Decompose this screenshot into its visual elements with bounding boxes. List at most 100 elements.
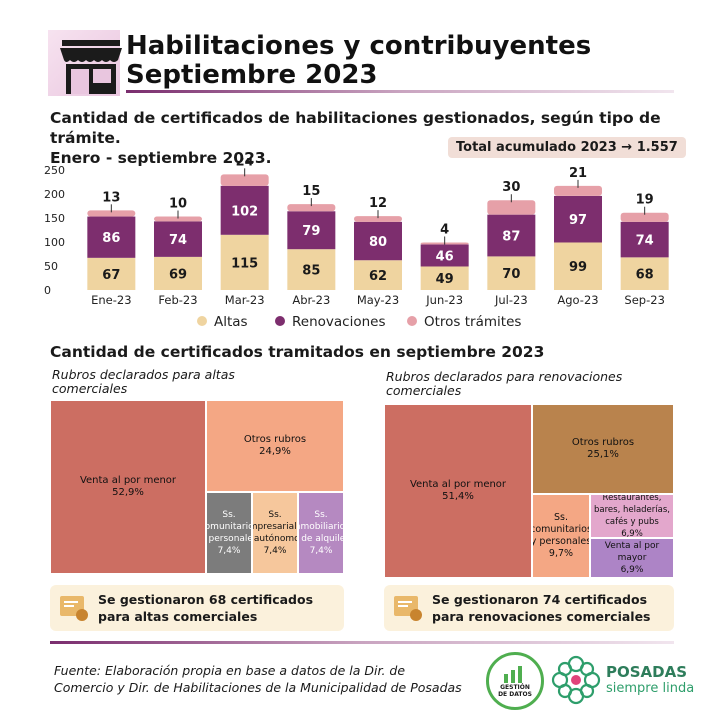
treemap-tile: Ss. empresariales y autónomos 7,4% [252,492,298,574]
treemap-percent: 51,4% [442,491,474,502]
note-altas: Se gestionaron 68 certificados para alta… [50,585,344,631]
bar-segment [420,244,469,267]
data-label: 4 [440,222,449,237]
data-label: 87 [502,230,520,245]
data-label: 46 [436,249,454,264]
data-label: 24 [236,158,254,169]
certificate-icon [60,596,88,621]
x-tick-label: Abr-23 [292,293,330,307]
treemap-percent: 9,7% [548,548,574,559]
bar-segment [620,221,669,258]
treemap-tile: Ss. Inmobiliarios y de alquiler 7,4% [298,492,344,574]
x-tick-label: Jun-23 [425,293,463,307]
bar-segment [487,200,536,215]
y-tick-label: 250 [44,164,65,177]
treemap-category: Ss. comunitarios y personales [206,510,251,544]
treemap-category: Restaurantes, bares, heladerías, cafés y… [594,494,670,527]
treemap-category: Venta al por menor [409,479,507,490]
treemap-category: Ss. Inmobiliarios y de alquiler [299,510,343,544]
x-tick-label: Feb-23 [158,293,197,307]
bar-segment [287,211,336,250]
bar-segment [354,260,402,290]
treemap-percent: 6,9% [621,529,643,538]
data-label: 49 [436,272,454,287]
treemap-tile: Venta al por menor 51,4% [384,404,532,578]
treemap-tile-label: Venta al por menor 52,9% [80,475,176,499]
chart-logo-icon [504,666,522,683]
treemap-tile-label: Restaurantes, bares, heladerías, cafés y… [591,494,673,538]
bar-segment [220,174,269,186]
bar-segment [487,214,536,257]
legend-swatch [197,316,207,326]
data-label: 85 [302,264,320,279]
treemap-category: Venta al por menor [79,475,177,486]
data-label: 115 [231,256,258,271]
treemap-tile: Venta al por menor 52,9% [50,400,206,574]
treemap-renovaciones: Venta al por menor 51,4% Otros rubros 25,1%… [384,404,674,578]
treemap-tile: Ss. comunitarios y personales 7,4% [206,492,252,574]
treemap-renov-subtitle: Rubros declarados para renovaciones come… [386,369,623,398]
bar-segment [154,216,202,222]
x-tick-label: Ene-23 [91,293,131,307]
data-label: 79 [302,224,320,239]
bar-segment [620,257,669,290]
bar-segment [420,266,469,290]
gestion-datos-logo: GESTIÓN DE DATOS [486,652,544,710]
treemap-tile-label: Venta al por menor 51,4% [410,479,506,503]
treemap-percent: 25,1% [587,449,619,460]
y-tick-label: 100 [44,236,65,249]
bar-segment [154,221,202,257]
treemap-tile-label: Otros rubros 24,9% [244,434,306,458]
treemap-category: Otros rubros [571,437,635,448]
y-tick-label: 0 [44,284,51,297]
page-title: Habilitaciones y contribuyentes Septiemb… [126,31,592,90]
bar-segment [87,257,136,290]
legend-label: Altas [214,314,248,330]
treemap-percent: 6,9% [620,565,644,575]
stacked-bar-chart: 0 50 100 150 200 250 67 86 13 Ene-23 69 74 10 Feb-23 1… [44,158,669,330]
data-label: 70 [502,267,520,282]
legend-swatch [407,316,417,326]
x-tick-label: Sep-23 [624,293,664,307]
legend-label: Otros trámites [424,314,521,330]
data-label: 30 [502,180,520,195]
treemap-section-title: Cantidad de certificados tramitados en s… [50,343,545,361]
data-label: 12 [369,196,387,211]
y-tick-label: 200 [44,188,65,201]
x-tick-label: Mar-23 [225,293,265,307]
data-label: 80 [369,235,387,250]
data-label: 69 [169,267,187,282]
footer-rule [50,641,674,644]
treemap-tile-label: Ss. Inmobiliarios y de alquiler 7,4% [299,509,343,557]
treemap-tile: Venta al por mayor 6,9% [590,538,674,578]
treemap-percent: 52,9% [112,487,144,498]
source-text: Fuente: Elaboración propia en base a dat… [54,663,462,695]
data-label: 68 [636,268,654,283]
x-tick-label: Ago-23 [557,293,598,307]
treemap-percent: 7,4% [309,546,333,556]
treemap-percent: 7,4% [263,546,287,556]
certificate-icon [394,596,422,621]
bar-segment [287,204,336,212]
bar-segment [554,195,602,243]
treemap-tile: Restaurantes, bares, heladerías, cafés y… [590,494,674,538]
data-label: 13 [102,190,120,205]
posadas-flower-icon [551,655,601,705]
bar-segment [554,242,602,290]
data-label: 67 [102,268,120,283]
legend-label: Renovaciones [292,314,386,330]
bar-segment [87,216,136,258]
chart-title: Cantidad de certificados de habilitacion… [50,109,661,167]
bar-segment [554,185,602,196]
data-label: 15 [302,184,320,199]
bar-segment [354,216,402,222]
treemap-tile: Otros rubros 24,9% [206,400,344,492]
treemap-percent: 24,9% [259,446,291,457]
data-label: 21 [569,166,587,181]
data-label: 86 [102,231,120,246]
y-tick-label: 50 [44,260,58,273]
treemap-tile-label: Otros rubros 25,1% [572,437,634,461]
treemap-category: Otros rubros [243,434,307,445]
treemap-category: Ss. empresariales y autónomos [253,510,297,544]
y-tick-label: 150 [44,212,65,225]
